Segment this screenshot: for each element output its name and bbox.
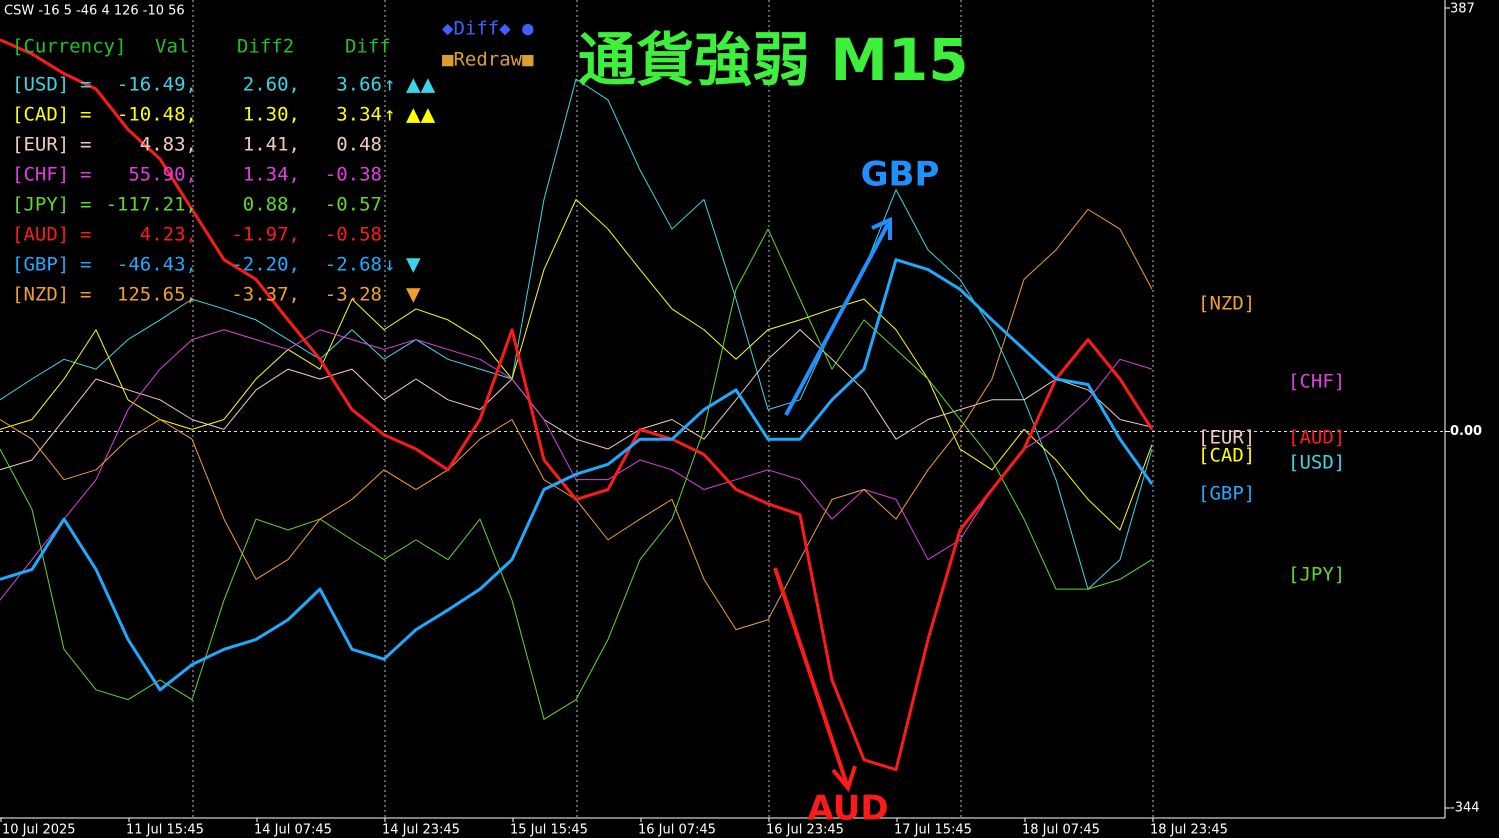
panel-diff2: 1.41, (243, 134, 300, 156)
series-label: [AUD] (1288, 427, 1345, 449)
panel-currency: [CAD] (12, 104, 69, 126)
panel-currency: [EUR] (12, 134, 69, 156)
panel-val: 4.83, (140, 134, 197, 156)
x-tick-label: 10 Jul 2025 (2, 823, 76, 838)
panel-header: [Currency] (12, 36, 126, 58)
panel-val: -117.21, (105, 194, 197, 216)
x-tick-label: 15 Jul 15:45 (510, 823, 588, 838)
x-tick-label: 14 Jul 07:45 (254, 823, 332, 838)
panel-sep: = (80, 104, 91, 126)
series-label: [CHF] (1288, 371, 1345, 393)
panel-diff: -3.28 (325, 284, 382, 306)
series-line (0, 38, 1154, 772)
series-label: [EUR] (1198, 427, 1255, 449)
x-tick-label: 17 Jul 15:45 (894, 823, 972, 838)
panel-diff: -0.57 (325, 194, 382, 216)
series-label: [GBP] (1198, 483, 1255, 505)
button[interactable]: ■Redraw■ (442, 49, 534, 71)
panel-currency: [JPY] (12, 194, 69, 216)
x-tick-label: 18 Jul 07:45 (1022, 823, 1100, 838)
top-label: CSW -16 5 -46 4 126 -10 56 (4, 4, 185, 19)
panel-diff2: 1.34, (243, 164, 300, 186)
panel-marks: ▲▲ (406, 104, 436, 126)
x-tick-label: 14 Jul 23:45 (382, 823, 460, 838)
series-line (0, 78, 1153, 590)
annotation: AUD (807, 789, 888, 829)
x-tick-label: 16 Jul 07:45 (638, 823, 716, 838)
panel-diff2: 0.88, (243, 194, 300, 216)
panel-diff: 0.48 (336, 134, 382, 156)
panel-diff2: 1.30, (243, 104, 300, 126)
panel-marks: ▲▲ (406, 74, 436, 96)
series-line (0, 329, 1153, 601)
panel-currency: [CHF] (12, 164, 69, 186)
panel-diff: -2.68 (325, 254, 382, 276)
panel-marks: ▼ (406, 284, 421, 306)
panel-currency: [AUD] (12, 224, 69, 246)
panel-header: Val (155, 36, 189, 58)
panel-val: -10.48, (117, 104, 197, 126)
panel-sep: = (80, 194, 91, 216)
series-line (0, 258, 1154, 692)
y-tick-label: 0.00 (1450, 424, 1482, 439)
panel-diff: -0.58 (325, 224, 382, 246)
series-label: [USD] (1288, 452, 1345, 474)
series-line (0, 199, 1153, 531)
panel-diff2: -2.20, (231, 254, 300, 276)
panel-arrow: ↑ (384, 104, 395, 126)
x-tick-label: 18 Jul 23:45 (1150, 823, 1228, 838)
panel-val: -16.49, (117, 74, 197, 96)
x-tick-label: 11 Jul 15:45 (126, 823, 204, 838)
panel-sep: = (80, 224, 91, 246)
panel-diff: 3.66 (336, 74, 382, 96)
panel-sep: = (80, 284, 91, 306)
panel-diff2: -3.37, (231, 284, 300, 306)
series-line (0, 228, 1153, 720)
panel-sep: = (80, 74, 91, 96)
panel-currency: [GBP] (12, 254, 69, 276)
annotation-arrow (773, 567, 857, 793)
series-label: [NZD] (1198, 293, 1255, 315)
series-label: [JPY] (1288, 564, 1345, 586)
y-tick-label: -344 (1450, 801, 1480, 816)
panel-diff2: 2.60, (243, 74, 300, 96)
series-label: [CAD] (1198, 445, 1255, 467)
panel-val: -46.43, (117, 254, 197, 276)
chart-title: 通貨強弱 M15 (578, 26, 969, 94)
panel-currency: [NZD] (12, 284, 69, 306)
panel-sep: = (80, 254, 91, 276)
x-tick-label: 16 Jul 23:45 (766, 823, 844, 838)
panel-diff: 3.34 (336, 104, 382, 126)
panel-sep: = (80, 134, 91, 156)
annotation: GBP (861, 155, 940, 195)
panel-arrow: ↑ (384, 74, 395, 96)
panel-diff: -0.38 (325, 164, 382, 186)
panel-val: 125.65, (117, 284, 197, 306)
series-line (0, 329, 1153, 471)
annotation-arrow (784, 216, 892, 416)
panel-header: Diff (345, 36, 391, 58)
panel-marks: ▼ (406, 254, 421, 276)
panel-val: 4.23, (140, 224, 197, 246)
panel-currency: [USD] (12, 74, 69, 96)
panel-arrow: ↓ (384, 254, 395, 276)
panel-sep: = (80, 164, 91, 186)
panel-diff2: -1.97, (231, 224, 300, 246)
panel-header: Diff2 (237, 36, 294, 58)
y-tick-label: 387 (1450, 2, 1475, 17)
button[interactable]: ◆Diff◆ ● (442, 18, 534, 40)
panel-val: 55.90, (128, 164, 197, 186)
